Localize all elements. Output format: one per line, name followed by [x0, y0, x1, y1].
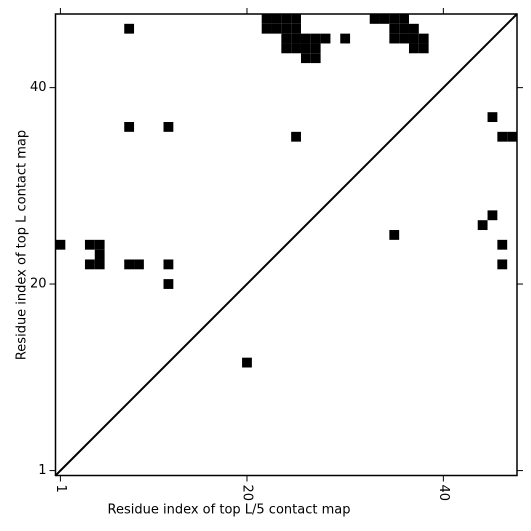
contact-cell	[497, 259, 508, 270]
contact-cell	[242, 357, 252, 368]
contact-cell	[94, 249, 105, 260]
contact-cell	[497, 239, 508, 250]
y-tick-label: 1	[38, 463, 46, 478]
contact-cell	[408, 33, 419, 44]
contact-cell	[124, 23, 135, 34]
x-tick-label: 1	[53, 485, 68, 493]
contact-cell	[84, 259, 95, 270]
contact-cell	[507, 131, 517, 142]
contact-cell	[163, 259, 174, 270]
contact-cell	[310, 53, 321, 64]
contact-cell	[389, 14, 400, 24]
contact-cell	[418, 33, 429, 44]
contact-cell	[163, 279, 174, 289]
contact-cell	[399, 23, 409, 34]
x-tick-label: 20	[239, 485, 254, 502]
contact-cell	[300, 43, 311, 54]
contact-cell	[134, 259, 144, 270]
contact-cell	[310, 43, 321, 54]
contact-cell	[389, 23, 400, 34]
x-tick-label: 40	[436, 485, 451, 502]
contact-cell	[477, 220, 488, 231]
y-tick-label: 40	[30, 80, 47, 95]
y-tick-label: 20	[30, 277, 47, 292]
contact-cell	[281, 33, 292, 44]
contact-cell	[399, 33, 409, 44]
contact-cell	[300, 33, 311, 44]
diagonal	[54, 13, 518, 477]
contact-cell	[379, 14, 390, 24]
contact-cell	[487, 112, 498, 123]
contact-cell	[408, 43, 419, 54]
contact-cell	[389, 230, 400, 240]
contact-cell	[389, 33, 400, 44]
contact-cell	[261, 23, 272, 34]
contact-cell	[291, 33, 301, 44]
contact-cell	[369, 14, 380, 24]
contact-cell	[271, 14, 282, 24]
contact-cell	[271, 23, 282, 34]
contact-cell	[94, 239, 105, 250]
contact-cell	[487, 210, 498, 221]
contact-cell	[291, 131, 301, 142]
contact-cell	[291, 43, 301, 54]
contact-cell	[291, 23, 301, 34]
contact-cell	[55, 239, 66, 250]
contact-cell	[291, 14, 301, 24]
contact-cell	[340, 33, 351, 44]
plot-frame	[54, 13, 518, 477]
contact-cell	[408, 23, 419, 34]
contact-cell	[310, 33, 321, 44]
contact-cell	[418, 43, 429, 54]
contact-cell	[497, 131, 508, 142]
contact-cell	[281, 23, 292, 34]
y-axis-label: Residue index of top L contact map	[15, 130, 30, 360]
contact-cell	[84, 239, 95, 250]
contact-cell	[281, 14, 292, 24]
contact-cell	[94, 259, 105, 270]
contact-cell	[281, 43, 292, 54]
contact-cell	[124, 122, 135, 132]
contact-cell	[261, 14, 272, 24]
contact-cell	[399, 14, 409, 24]
contact-cell	[320, 33, 331, 44]
contact-cell	[163, 122, 174, 132]
contact-cell	[300, 53, 311, 64]
contact-cell	[124, 259, 135, 270]
x-axis-label: Residue index of top L/5 contact map	[108, 503, 351, 518]
